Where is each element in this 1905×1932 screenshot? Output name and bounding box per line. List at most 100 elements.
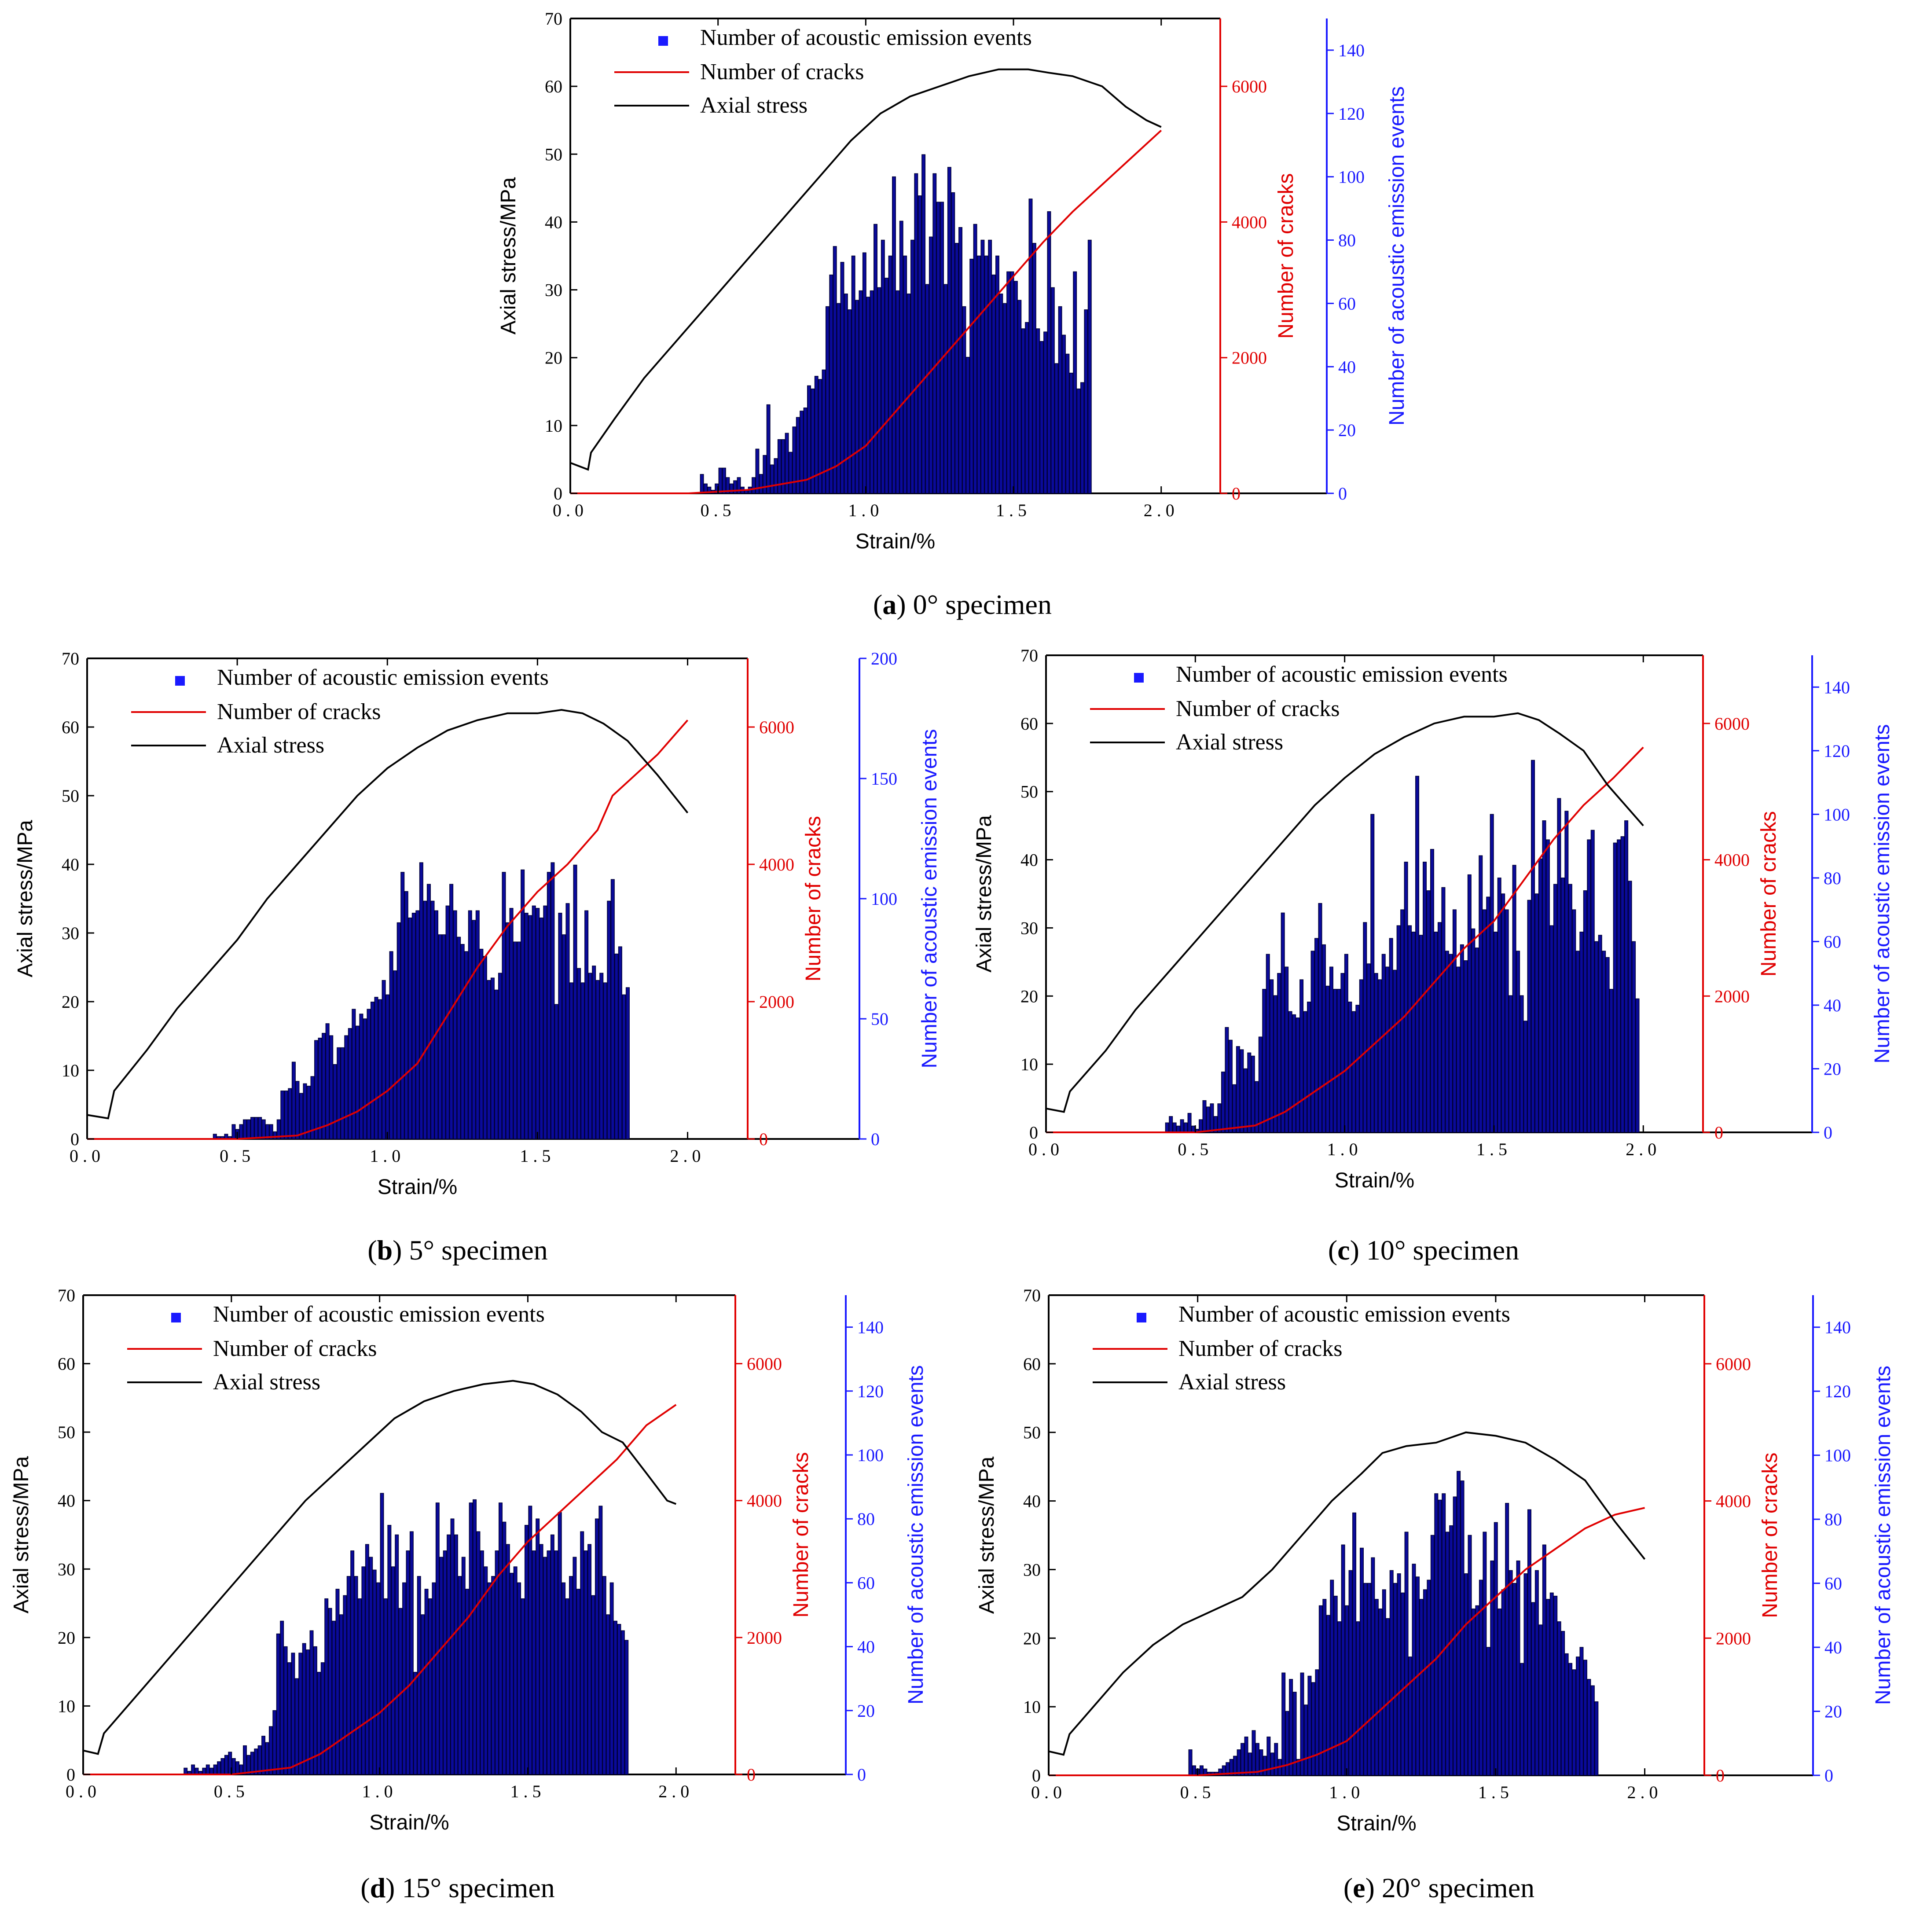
- ae-bar: [454, 1534, 458, 1775]
- legend-ae-label: Number of acoustic emission events: [1178, 1302, 1510, 1327]
- ae-bar: [363, 1018, 367, 1139]
- ae-bar: [829, 274, 833, 494]
- x-tick-label: 1.0: [370, 1146, 405, 1166]
- ae-bar: [1292, 1692, 1297, 1776]
- ae-bar: [350, 1550, 355, 1775]
- cracks-line: [1049, 1507, 1645, 1776]
- ae-bar: [1236, 1046, 1240, 1133]
- x-axis-title: Strain/%: [378, 1175, 457, 1199]
- ae-bar: [1393, 1583, 1398, 1776]
- ae-bar: [1228, 1039, 1233, 1133]
- cracks-tick-label: 0: [1714, 1123, 1723, 1142]
- ae-bar: [1002, 303, 1007, 494]
- ae-bar: [1438, 1499, 1442, 1776]
- ae-bar: [528, 915, 532, 1139]
- ae-bar: [888, 255, 892, 494]
- ae-bar: [1505, 1503, 1509, 1776]
- ae-bar: [1486, 1647, 1490, 1776]
- ae-bar: [453, 910, 457, 1139]
- y-tick-label: 60: [545, 77, 562, 96]
- ae-bar: [1252, 1730, 1256, 1776]
- ae-bar: [1296, 1017, 1300, 1133]
- caption-paren-open: (: [1328, 1234, 1337, 1266]
- ae-bar: [343, 1595, 347, 1775]
- ae-bar: [766, 404, 771, 494]
- ae-bar: [280, 1091, 285, 1139]
- ae-bar: [396, 922, 401, 1139]
- ae-bar: [1587, 1679, 1591, 1776]
- ae-bar: [1397, 1573, 1401, 1776]
- x-tick-label: 0.5: [1178, 1139, 1213, 1159]
- ae-tick-label: 100: [1338, 167, 1365, 187]
- y-tick-label: 70: [58, 1286, 75, 1305]
- ae-bar: [1032, 242, 1036, 494]
- ae-bar: [1557, 798, 1561, 1133]
- ae-bar: [1579, 1647, 1584, 1776]
- ae-bar: [458, 1576, 462, 1775]
- cracks-tick-label: 4000: [1716, 1491, 1751, 1511]
- caption-text: 15° specimen: [395, 1872, 554, 1903]
- ae-bar: [268, 1726, 273, 1775]
- ae-bar: [1561, 1631, 1565, 1776]
- ae-bar: [1180, 1119, 1184, 1133]
- ae-bar: [899, 220, 903, 494]
- cracks-tick-label: 4000: [747, 1491, 782, 1511]
- ae-tick-label: 40: [857, 1637, 875, 1657]
- ae-bar: [246, 1119, 251, 1139]
- ae-bar: [1206, 1106, 1211, 1133]
- stress-line: [83, 1380, 676, 1755]
- ae-bar: [276, 1119, 281, 1139]
- ae-bar: [1408, 925, 1412, 1133]
- ae-bar: [1226, 1762, 1230, 1776]
- ae-bar: [442, 934, 446, 1139]
- ae-bar: [1169, 1116, 1173, 1133]
- ae-tick-label: 0: [871, 1129, 880, 1149]
- ae-bar: [1374, 1599, 1379, 1776]
- ae-bar: [1025, 322, 1029, 494]
- ae-bar: [1187, 1113, 1192, 1133]
- ae-bar: [1356, 1621, 1360, 1776]
- ae-bar: [877, 287, 881, 494]
- ae-bar: [1441, 887, 1446, 1133]
- legend-cracks-label: Number of cracks: [1176, 696, 1340, 721]
- ae-bar: [565, 1598, 569, 1775]
- ae-bar: [1568, 884, 1572, 1133]
- ae-bar: [580, 982, 585, 1139]
- ae-axis-title: Number of acoustic emission events: [1385, 86, 1409, 426]
- ae-tick-label: 40: [1824, 995, 1841, 1015]
- ae-bar: [1318, 903, 1322, 1133]
- ae-bar: [318, 1037, 322, 1139]
- ae-bar: [370, 1002, 375, 1139]
- ae-bar: [191, 1764, 195, 1775]
- ae-bar: [1087, 239, 1092, 494]
- ae-bar: [1351, 1011, 1356, 1133]
- ae-bar: [1326, 1615, 1330, 1776]
- x-tick-label: 2.0: [1627, 1782, 1663, 1802]
- ae-bar: [1021, 328, 1025, 494]
- ae-bar: [1501, 1589, 1505, 1776]
- ae-bar: [565, 903, 570, 1139]
- ae-bar: [580, 1531, 584, 1775]
- ae-bar: [1225, 1027, 1229, 1133]
- ae-bar: [484, 1566, 488, 1775]
- ae-bar: [352, 1009, 356, 1139]
- ae-bar: [1583, 1660, 1587, 1776]
- ae-bar: [517, 941, 521, 1139]
- ae-bar: [287, 1662, 291, 1775]
- ae-bar: [1258, 1036, 1263, 1133]
- ae-bar: [558, 913, 562, 1139]
- ae-bar: [524, 1524, 529, 1775]
- cracks-tick-label: 6000: [747, 1354, 782, 1374]
- ae-bar: [588, 973, 592, 1139]
- ae-bar: [569, 982, 574, 1139]
- ae-bar: [502, 872, 506, 1139]
- x-tick-label: 2.0: [1626, 1139, 1661, 1159]
- ae-bar: [1445, 951, 1449, 1133]
- ae-bar: [910, 239, 914, 494]
- ae-bar: [969, 258, 974, 494]
- ae-bar: [1381, 954, 1386, 1133]
- ae-bar: [1266, 954, 1270, 1133]
- ae-bar: [1318, 1605, 1323, 1776]
- ae-bar: [1176, 1125, 1181, 1133]
- ae-bar: [265, 1742, 269, 1775]
